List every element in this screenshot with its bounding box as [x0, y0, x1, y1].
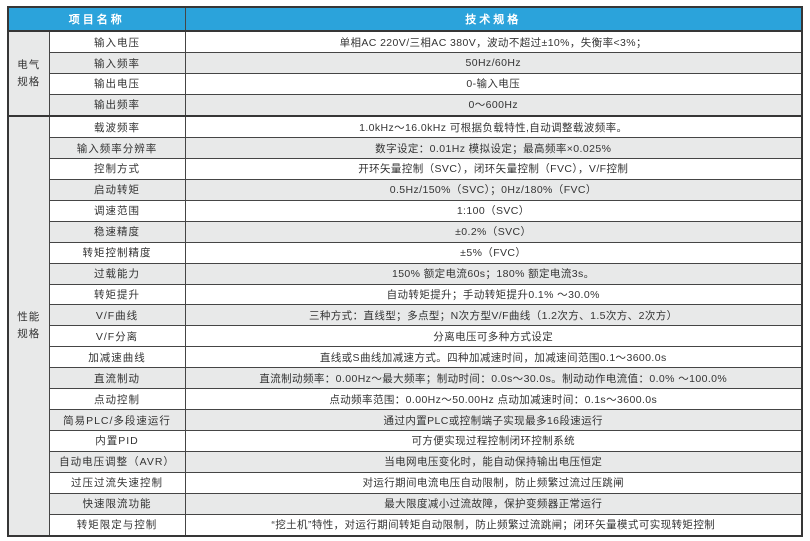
row-value: 直流制动频率：0.00Hz～最大频率；制动时间：0.0s～30.0s。制动动作电… [184, 367, 803, 390]
row-value: 最大限度减小过流故障，保护变频器正常运行 [184, 492, 803, 515]
table-row: 过压过流失速控制 对运行期间电流电压自动限制，防止频繁过流过压跳闸 [8, 471, 803, 494]
header-tech-spec: 技术规格 [184, 6, 803, 32]
row-value: 点动频率范围：0.00Hz～50.00Hz 点动加减速时间：0.1s～3600.… [184, 388, 803, 411]
row-value: 单相AC 220V/三相AC 380V，波动不超过±10%，失衡率<3%； [184, 30, 803, 54]
row-label: 转矩提升 [48, 283, 186, 306]
group-cell-performance: 性能规格 [7, 115, 50, 537]
row-value: “挖土机”特性，对运行期间转矩自动限制，防止频繁过流跳闸；闭环矢量模式可实现转矩… [184, 513, 803, 537]
row-value: 可方便实现过程控制闭环控制系统 [184, 429, 803, 452]
row-label: 过载能力 [48, 262, 186, 285]
table-row: 过载能力 150% 额定电流60s；180% 额定电流3s。 [8, 262, 803, 285]
row-label: 简易PLC/多段速运行 [48, 409, 186, 431]
group-cell-electrical: 电气规格 [7, 30, 50, 117]
row-label: 稳速精度 [48, 220, 186, 243]
table-row: 启动转矩 0.5Hz/150%（SVC）；0Hz/180%（FVC） [8, 178, 803, 201]
row-value: 自动转矩提升；手动转矩提升0.1% ～30.0% [184, 283, 803, 306]
row-label: 直流制动 [48, 367, 186, 390]
table-row: 加减速曲线 直线或S曲线加减速方式。四种加减速时间，加减速间范围0.1～3600.… [8, 346, 803, 369]
table-row: 输出电压 0-输入电压 [8, 73, 803, 95]
row-label: 输入电压 [48, 30, 186, 54]
table-row: V/F曲线 三种方式：直线型；多点型；N次方型V/F曲线（1.2次方、1.5次方、… [8, 304, 803, 327]
row-value: 数字设定：0.01Hz 模拟设定；最高频率×0.025% [184, 137, 803, 159]
row-value: 0～600Hz [184, 93, 803, 117]
table-row: 稳速精度 ±0.2%（SVC） [8, 220, 803, 243]
row-value: 50Hz/60Hz [184, 52, 803, 74]
table-row: 简易PLC/多段速运行 通过内置PLC或控制端子实现最多16段速运行 [8, 409, 803, 431]
table-row: 直流制动 直流制动频率：0.00Hz～最大频率；制动时间：0.0s～30.0s。制… [8, 367, 803, 390]
row-value: 三种方式：直线型；多点型；N次方型V/F曲线（1.2次方、1.5次方、2次方） [184, 304, 803, 327]
row-label: 控制方式 [48, 158, 186, 180]
row-label: 启动转矩 [48, 178, 186, 201]
row-label: 加减速曲线 [48, 346, 186, 369]
row-value: ±0.2%（SVC） [184, 220, 803, 243]
table-row: 电气规格 输入电压 单相AC 220V/三相AC 380V，波动不超过±10%，… [7, 30, 803, 117]
table-row: V/F分离 分离电压可多种方式设定 [8, 325, 803, 348]
row-value: 开环矢量控制（SVC），闭环矢量控制（FVC），V/F控制 [184, 158, 803, 180]
row-value: 1.0kHz～16.0kHz 可根据负载特性,自动调整载波频率。 [184, 115, 803, 139]
row-label: 过压过流失速控制 [48, 471, 186, 494]
table-row: 自动电压调整（AVR） 当电网电压变化时，能自动保持输出电压恒定 [8, 450, 803, 473]
row-label: 输出频率 [48, 93, 186, 117]
row-value: 通过内置PLC或控制端子实现最多16段速运行 [184, 409, 803, 431]
table-row: 性能规格 载波频率 1.0kHz～16.0kHz 可根据负载特性,自动调整载波频… [7, 115, 803, 537]
row-label: 转矩控制精度 [48, 241, 186, 264]
table-row: 输入频率 50Hz/60Hz [8, 52, 803, 74]
row-value: 对运行期间电流电压自动限制，防止频繁过流过压跳闸 [184, 471, 803, 494]
row-value: 150% 额定电流60s；180% 额定电流3s。 [184, 262, 803, 285]
row-label: V/F分离 [48, 325, 186, 348]
group-label: 电气规格 [17, 58, 41, 88]
row-value: 1:100（SVC） [184, 199, 803, 222]
table-row: 快速限流功能 最大限度减小过流故障，保护变频器正常运行 [8, 492, 803, 515]
row-label: 内置PID [48, 429, 186, 452]
header-row: 项目名称 技术规格 [7, 6, 803, 32]
row-label: 转矩限定与控制 [48, 513, 186, 537]
spec-table-container: 项目名称 技术规格 电气规格 输入电压 单相AC 220V/三相AC 380V，… [7, 6, 803, 537]
row-value: ±5%（FVC） [184, 241, 803, 264]
table-row: 控制方式 开环矢量控制（SVC），闭环矢量控制（FVC），V/F控制 [8, 158, 803, 180]
header-project-name: 项目名称 [7, 6, 186, 32]
group-label: 性能规格 [17, 311, 41, 340]
row-label: 调速范围 [48, 199, 186, 222]
row-label: 输入频率 [48, 52, 186, 74]
row-label: 快速限流功能 [48, 492, 186, 515]
row-label: V/F曲线 [48, 304, 186, 327]
row-label: 输出电压 [48, 73, 186, 95]
table-row: 内置PID 可方便实现过程控制闭环控制系统 [8, 429, 803, 452]
row-label: 载波频率 [48, 115, 186, 139]
row-label: 输入频率分辨率 [48, 137, 186, 159]
row-label: 点动控制 [48, 388, 186, 411]
row-label: 自动电压调整（AVR） [48, 450, 186, 473]
row-value: 当电网电压变化时，能自动保持输出电压恒定 [184, 450, 803, 473]
table-row: 转矩控制精度 ±5%（FVC） [8, 241, 803, 264]
table-row: 转矩提升 自动转矩提升；手动转矩提升0.1% ～30.0% [8, 283, 803, 306]
table-row: 点动控制 点动频率范围：0.00Hz～50.00Hz 点动加减速时间：0.1s～3… [8, 388, 803, 411]
spec-table: 项目名称 技术规格 电气规格 输入电压 单相AC 220V/三相AC 380V，… [7, 6, 803, 537]
row-value: 0-输入电压 [184, 73, 803, 95]
row-value: 0.5Hz/150%（SVC）；0Hz/180%（FVC） [184, 178, 803, 201]
table-row: 调速范围 1:100（SVC） [8, 199, 803, 222]
table-row: 输入频率分辨率 数字设定：0.01Hz 模拟设定；最高频率×0.025% [8, 137, 803, 159]
row-value: 分离电压可多种方式设定 [184, 325, 803, 348]
row-value: 直线或S曲线加减速方式。四种加减速时间，加减速间范围0.1～3600.0s [184, 346, 803, 369]
table-row: 输出频率 0～600Hz [8, 93, 803, 117]
table-row: 转矩限定与控制 “挖土机”特性，对运行期间转矩自动限制，防止频繁过流跳闸；闭环矢量… [8, 513, 803, 537]
spec-table-body: 电气规格 输入电压 单相AC 220V/三相AC 380V，波动不超过±10%，… [7, 30, 803, 537]
